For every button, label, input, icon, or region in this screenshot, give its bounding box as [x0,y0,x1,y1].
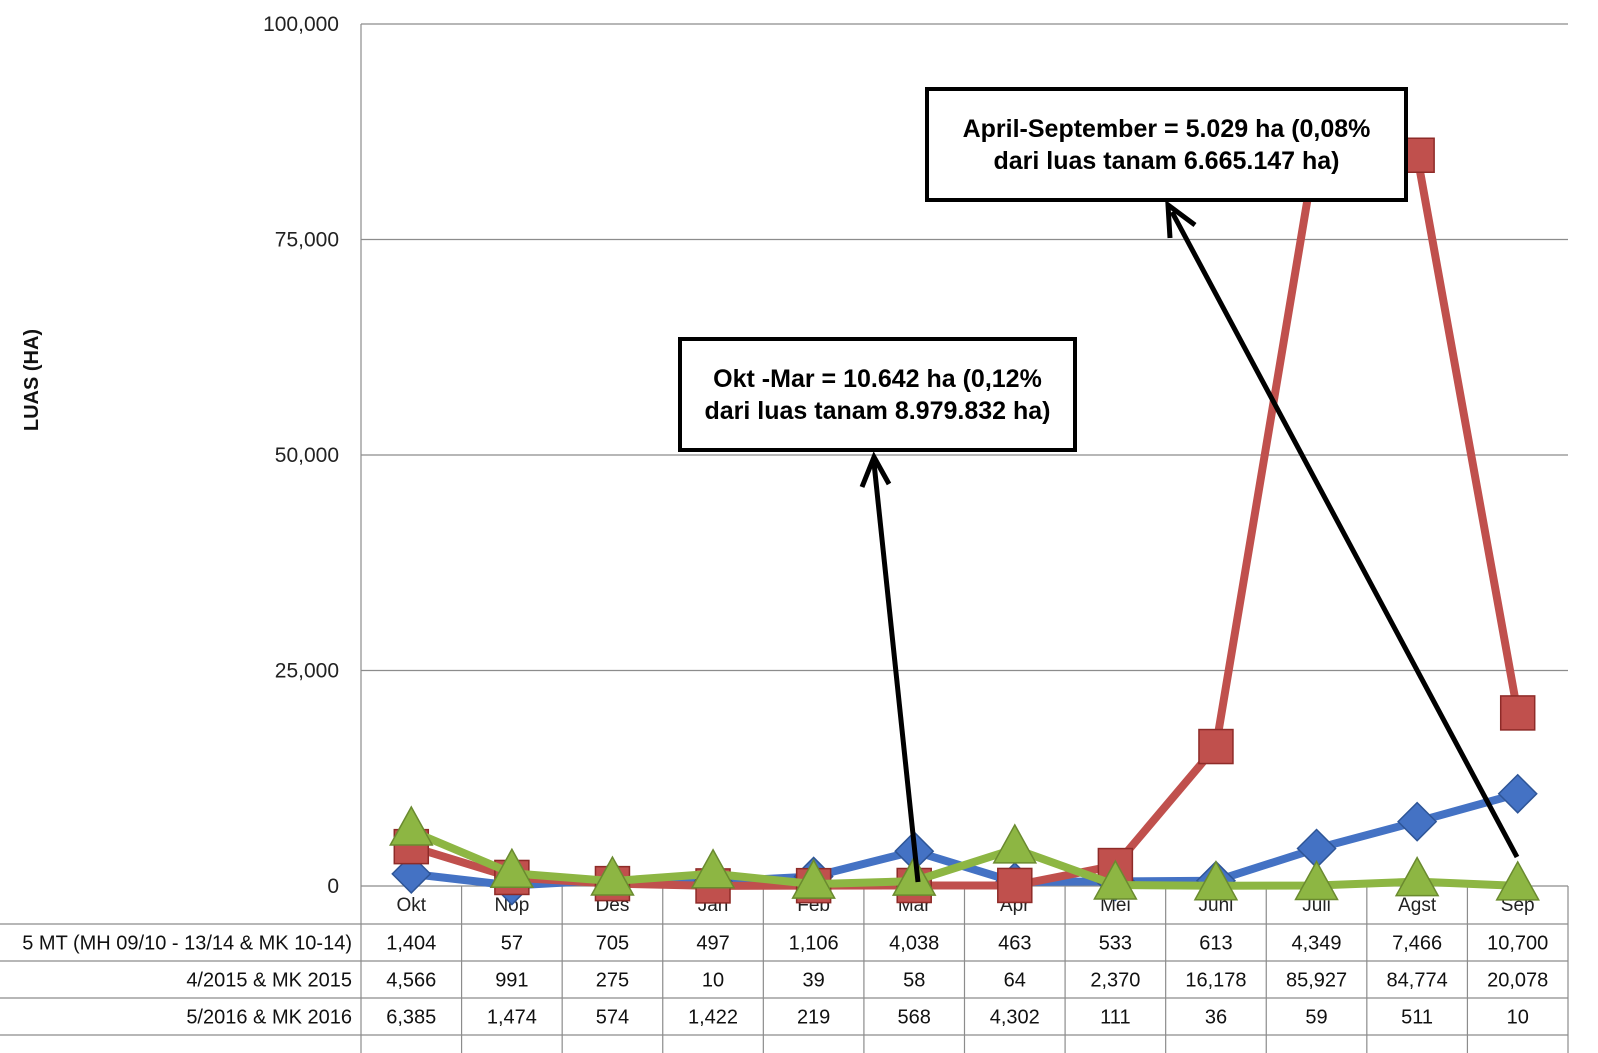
annotation-arrow-2 [1169,210,1520,859]
table-cell: 39 [803,970,825,992]
x-category-label: Okt [397,895,427,916]
table-cell: 84,774 [1387,970,1448,992]
table-cell: 16,178 [1185,970,1246,992]
table-cell: 64 [1004,970,1026,992]
table-cell: 2,370 [1090,970,1140,992]
data-point [489,847,535,889]
table-cell: 574 [596,1007,629,1029]
series-name-label: 4/2015 & MK 2015 [186,970,352,992]
annotation-text: Okt -Mar = 10.642 ha (0,12% [713,364,1042,393]
data-point [1294,859,1339,901]
annotation-arrows [859,199,1520,883]
y-tick-label: 50,000 [275,444,339,467]
annotation-text: April-September = 5.029 ha (0,08% [962,114,1371,143]
table-cell: 57 [501,933,523,955]
data-point [1193,860,1239,901]
y-tick-label: 100,000 [263,13,339,36]
y-tick-label: 0 [327,875,339,898]
table-cell: 10 [702,970,724,992]
y-axis-label: LUAS (HA) [21,329,43,431]
data-point [1499,695,1536,731]
table-cell: 4,566 [386,970,436,992]
data-point [1397,801,1438,842]
annotation-arrowhead-1 [859,451,892,488]
table-cell: 511 [1401,1007,1433,1029]
table-cell: 613 [1199,933,1232,955]
table-cell: 1,474 [487,1007,537,1029]
table-cell: 4,038 [889,933,939,955]
annotation-text: dari luas tanam 8.979.832 ha) [704,396,1051,425]
series-name-label: 5 MT (MH 09/10 - 13/14 & MK 10-14) [22,933,352,955]
table-cell: 497 [696,933,729,955]
data-point [1497,773,1538,814]
table-cell: 219 [797,1007,830,1029]
table-cell: 463 [998,933,1031,955]
data-point [891,855,937,896]
table-cell: 568 [898,1007,931,1029]
table-cell: 1,106 [789,933,839,955]
data-table: OktNopDesJanFebMarAprMeiJuniJuliAgstSep5… [0,886,1569,1053]
table-cell: 4,302 [990,1007,1040,1029]
annotation-arrowhead-2 [1165,199,1197,239]
data-point [1394,856,1440,897]
data-point [791,858,836,899]
y-tick-label: 25,000 [275,660,339,683]
table-cell: 1,404 [386,933,436,955]
table-cell: 6,385 [386,1007,436,1029]
annotation-box-apr-sep: April-September = 5.029 ha (0,08% dari l… [925,87,1408,202]
series-line [407,141,1522,890]
data-point [391,853,432,894]
table-cell: 10 [1507,1007,1529,1029]
annotation-text: dari luas tanam 6.665.147 ha) [993,146,1340,175]
table-cell: 85,927 [1286,970,1347,992]
table-cell: 991 [495,970,528,992]
data-point [690,848,736,889]
x-category-label: Juli [1302,895,1331,916]
table-cell: 7,466 [1392,933,1442,955]
table-cell: 1,422 [688,1007,738,1029]
series-line [407,789,1522,890]
annotation-arrow-1 [871,462,921,883]
table-cell: 20,078 [1487,970,1548,992]
data-point [1495,860,1540,901]
data-point [992,823,1038,864]
table-cell: 10,700 [1487,933,1548,955]
x-category-label: Mei [1100,895,1131,916]
table-cell: 58 [903,970,925,992]
data-point [1093,859,1138,900]
y-tick-label: 75,000 [275,229,339,252]
series-line [407,826,1522,890]
table-cell: 59 [1305,1007,1327,1029]
x-category-label: Agst [1398,895,1437,916]
table-cell: 4,349 [1292,933,1342,955]
data-point [997,867,1033,904]
annotation-box-okt-mar: Okt -Mar = 10.642 ha (0,12% dari luas ta… [678,337,1077,452]
table-cell: 111 [1100,1007,1130,1029]
series-name-label: 5/2016 & MK 2016 [186,1007,352,1029]
data-point [590,855,635,896]
table-cell: 533 [1099,933,1132,955]
data-point [1198,728,1234,765]
y-axis-ticks: 0 25,000 50,000 75,000 100,000 [263,13,339,898]
table-cell: 275 [596,970,629,992]
series-lines [389,127,1540,906]
table-cell: 705 [596,933,629,955]
table-cell: 36 [1205,1007,1227,1029]
data-point [389,805,434,846]
